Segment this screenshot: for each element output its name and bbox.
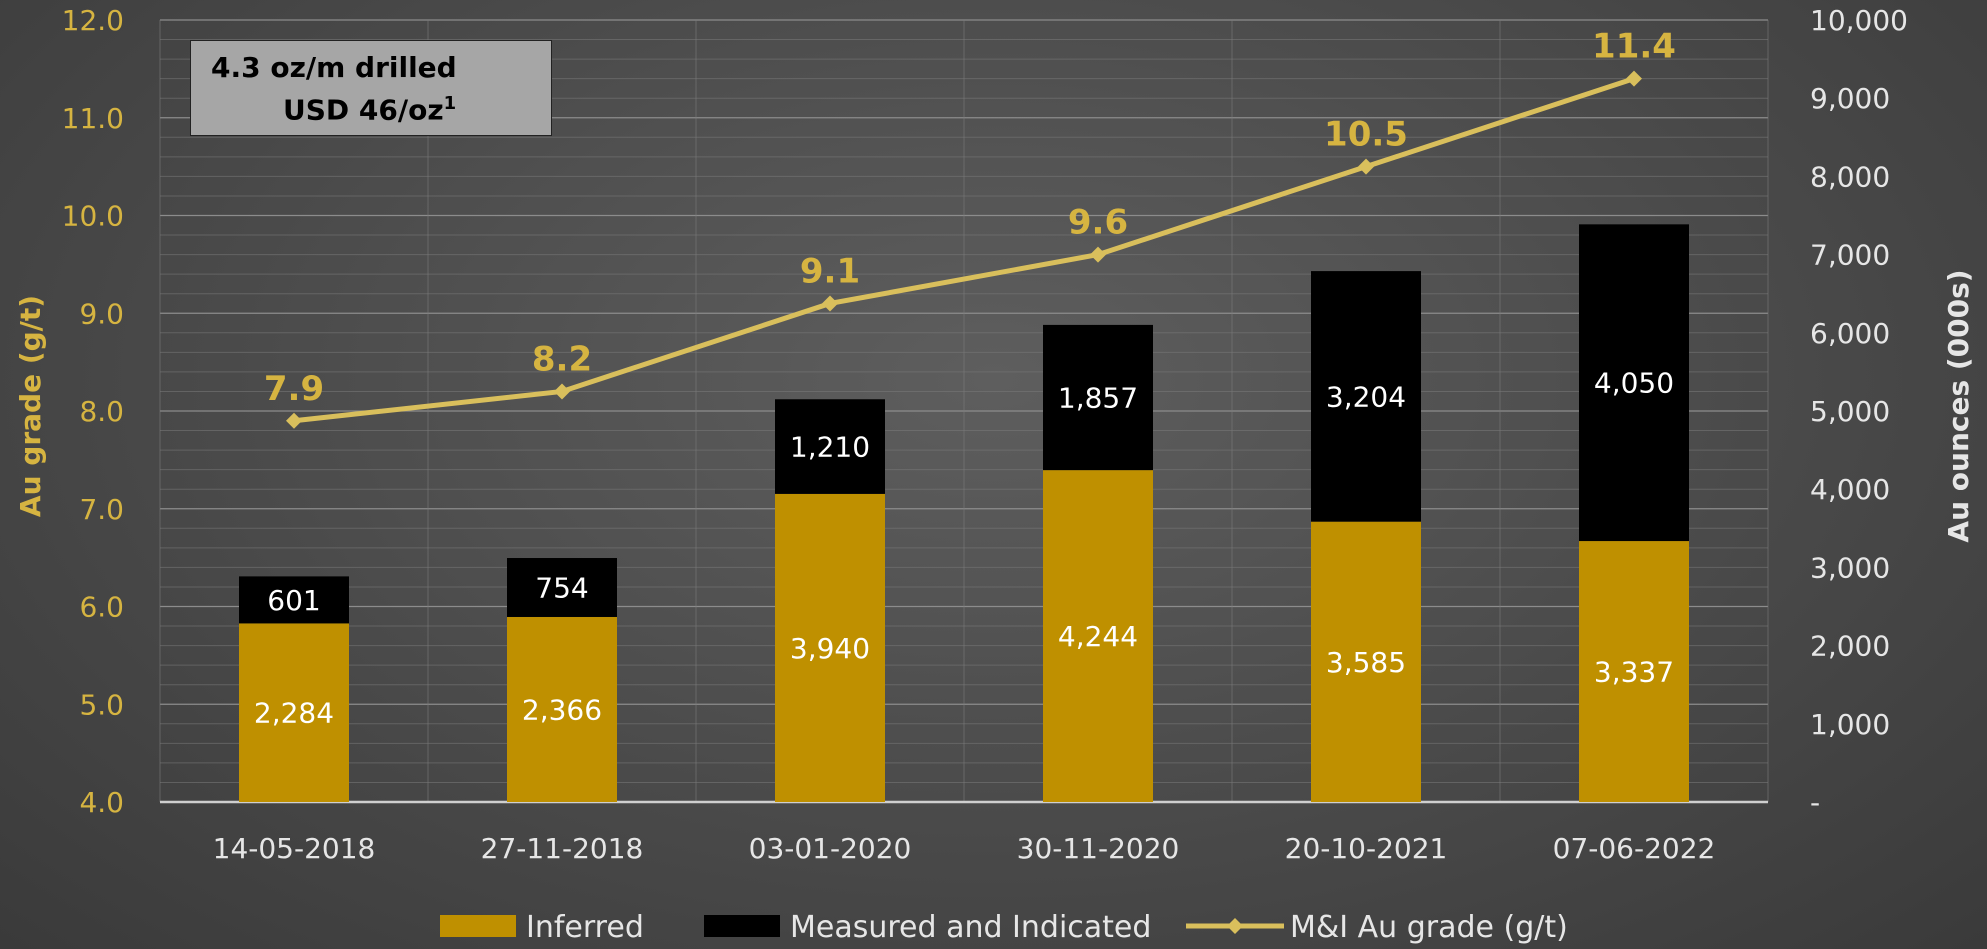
- right-axis-title: Au ounces (000s): [1942, 269, 1975, 542]
- left-axis-tick-label: 9.0: [79, 297, 124, 330]
- bar-measured-indicated: [239, 576, 349, 624]
- left-axis-tick-label: 5.0: [79, 688, 124, 721]
- grade-data-label: 9.1: [800, 251, 860, 291]
- left-axis-tick-label: 7.0: [79, 493, 124, 526]
- x-axis-tick-label: 30-11-2020: [1017, 832, 1180, 865]
- note-line2: USD 46/oz1: [283, 93, 456, 126]
- right-axis-tick-label: 6,000: [1810, 317, 1890, 350]
- bar-label-inferred: 3,940: [790, 632, 870, 665]
- grade-line: [293, 76, 1635, 424]
- right-axis-tick-label: -: [1810, 786, 1820, 819]
- bar-label-measured-indicated: 601: [267, 584, 320, 617]
- right-axis-tick-label: 2,000: [1810, 630, 1890, 663]
- note-footnote-marker: 1: [443, 93, 457, 114]
- note-line1: 4.3 oz/m drilled: [211, 51, 457, 84]
- bar-measured-indicated: [1043, 324, 1153, 471]
- right-axis-tick-label: 8,000: [1810, 160, 1890, 193]
- x-axis-tick-label: 03-01-2020: [749, 832, 912, 865]
- left-axis-tick-label: 10.0: [62, 200, 124, 233]
- left-axis-tick-label: 12.0: [62, 4, 124, 37]
- left-axis-tick-label: 6.0: [79, 591, 124, 624]
- grade-point: [1090, 246, 1106, 263]
- annotation-box: 4.3 oz/m drilled USD 46/oz1: [190, 40, 552, 136]
- bar-inferred: [775, 493, 885, 802]
- bar-measured-indicated: [507, 558, 617, 617]
- grade-data-label: 9.6: [1068, 203, 1128, 243]
- bar-inferred: [1311, 521, 1421, 802]
- bar-label-measured-indicated: 1,857: [1058, 382, 1138, 415]
- right-axis-tick-label: 10,000: [1810, 4, 1908, 37]
- grade-point: [1626, 70, 1642, 87]
- legend-label-grade: M&I Au grade (g/t): [1290, 910, 1568, 945]
- grade-point: [554, 383, 570, 400]
- x-axis-tick-label: 20-10-2021: [1285, 832, 1448, 865]
- grade-point: [1358, 158, 1374, 175]
- right-axis-tick-label: 9,000: [1810, 82, 1890, 115]
- note-line2-text: USD 46/oz: [283, 93, 444, 127]
- legend-label-inferred: Inferred: [526, 910, 644, 945]
- right-axis-tick-label: 4,000: [1810, 473, 1890, 506]
- right-axis-tick-label: 5,000: [1810, 395, 1890, 428]
- left-axis-tick-label: 8.0: [79, 395, 124, 428]
- bar-label-measured-indicated: 754: [535, 571, 588, 604]
- bar-measured-indicated: [775, 399, 885, 494]
- right-axis-tick-label: 1,000: [1810, 708, 1890, 741]
- x-axis-tick-label: 07-06-2022: [1553, 832, 1716, 865]
- bar-label-inferred: 2,284: [254, 697, 334, 730]
- bar-label-measured-indicated: 3,204: [1326, 380, 1406, 413]
- grade-data-label: 7.9: [264, 369, 324, 409]
- bar-measured-indicated: [1311, 271, 1421, 522]
- legend-swatch-measured-indicated: [704, 915, 780, 937]
- bar-label-measured-indicated: 4,050: [1594, 367, 1674, 400]
- grade-data-label: 10.5: [1324, 115, 1408, 155]
- bar-inferred: [1579, 541, 1689, 802]
- bar-inferred: [507, 616, 617, 802]
- bar-inferred: [239, 623, 349, 802]
- right-axis-tick-label: 7,000: [1810, 239, 1890, 272]
- bar-label-inferred: 4,244: [1058, 620, 1138, 653]
- left-axis-tick-label: 11.0: [62, 102, 124, 135]
- bar-measured-indicated: [1579, 224, 1689, 542]
- grade-point: [286, 412, 302, 429]
- right-axis-tick-label: 3,000: [1810, 551, 1890, 584]
- x-axis-tick-label: 14-05-2018: [213, 832, 376, 865]
- bar-label-inferred: 3,585: [1326, 646, 1406, 679]
- legend-swatch-inferred: [440, 915, 516, 937]
- x-axis-tick-label: 27-11-2018: [481, 832, 644, 865]
- grade-data-label: 8.2: [532, 339, 592, 379]
- bar-label-inferred: 2,366: [522, 693, 602, 726]
- left-axis-tick-label: 4.0: [79, 786, 124, 819]
- legend-label-measured-indicated: Measured and Indicated: [790, 910, 1151, 945]
- bar-label-inferred: 3,337: [1594, 656, 1674, 689]
- left-axis-title: Au grade (g/t): [14, 295, 47, 517]
- legend-swatch-grade-marker: [1227, 918, 1243, 934]
- bar-inferred: [1043, 470, 1153, 802]
- grade-data-label: 11.4: [1592, 27, 1676, 67]
- grade-point: [822, 295, 838, 312]
- bar-label-measured-indicated: 1,210: [790, 431, 870, 464]
